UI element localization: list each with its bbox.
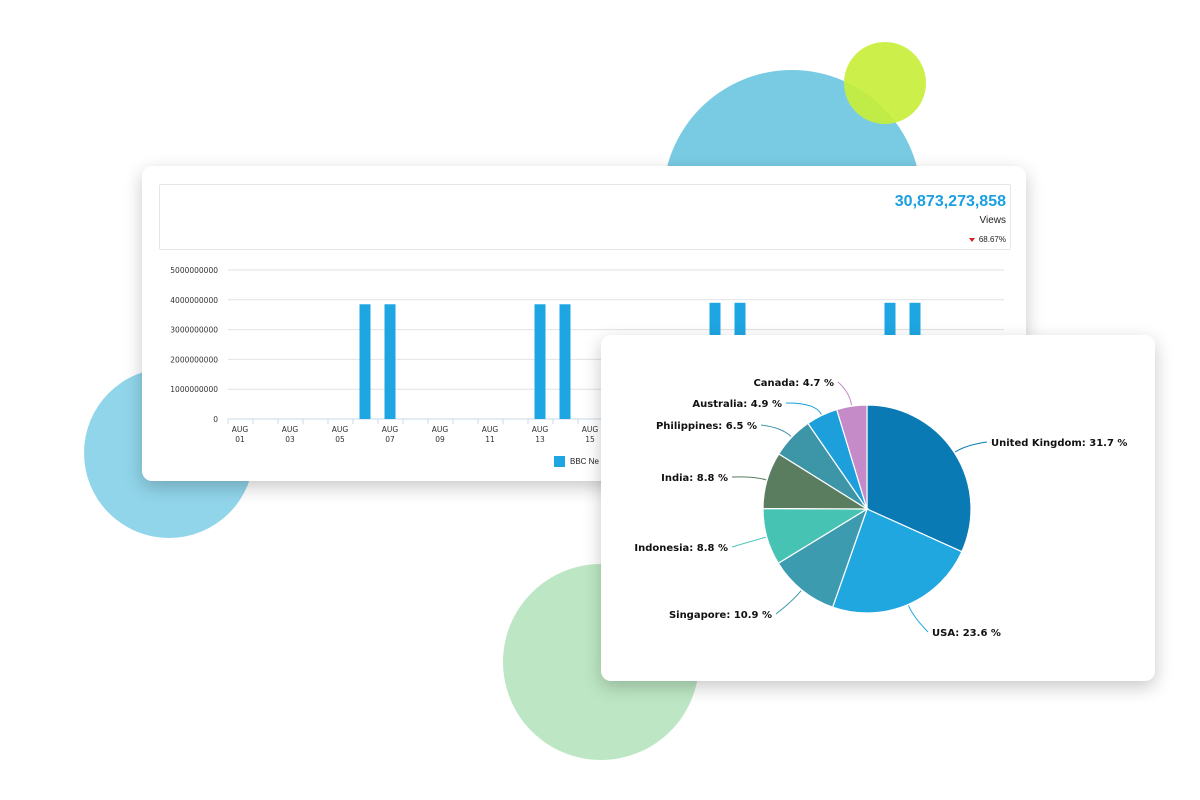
- views-total: 30,873,273,858: [894, 193, 1006, 210]
- views-change: 68.67%: [968, 235, 1006, 244]
- pie-label-united-kingdom: United Kingdom: 31.7 %: [991, 438, 1127, 449]
- x-tick-label: 09: [435, 435, 445, 444]
- y-tick-label: 4000000000: [170, 296, 218, 305]
- bar-aug-07[interactable]: [384, 304, 396, 419]
- pie-slice-usa[interactable]: [831, 508, 963, 614]
- pie-connector-indonesia: [731, 536, 766, 548]
- x-tick-label: AUG: [432, 425, 449, 434]
- bar-aug-13[interactable]: [534, 304, 546, 419]
- pie-label-philippines: Philippines: 6.5 %: [656, 421, 757, 432]
- country-pie-chart: United Kingdom: 31.7 % USA: 23.6 % Singapo…: [634, 378, 1127, 639]
- pie-slice-singapore[interactable]: [777, 507, 869, 608]
- x-tick-label: AUG: [332, 425, 349, 434]
- y-tick-label: 2000000000: [170, 355, 218, 364]
- pie-connector-australia: [785, 402, 822, 415]
- bar-aug-14[interactable]: [559, 304, 571, 419]
- decorative-circle-lime: [844, 42, 926, 124]
- x-tick-label: AUG: [582, 425, 599, 434]
- pie-label-canada: Canada: 4.7 %: [753, 378, 834, 389]
- x-tick-label: 07: [385, 435, 395, 444]
- bar-aug-06[interactable]: [359, 304, 371, 419]
- x-tick-label: 05: [335, 435, 345, 444]
- pie-connector-philippines: [760, 424, 792, 437]
- x-tick-label: AUG: [482, 425, 499, 434]
- x-tick-label: 03: [285, 435, 295, 444]
- pie-connector-united-kingdom: [954, 441, 988, 453]
- pie-label-indonesia: Indonesia: 8.8 %: [634, 543, 728, 554]
- views-change-value: 68.67%: [978, 235, 1006, 244]
- pie-slice-united-kingdom[interactable]: [866, 404, 972, 553]
- x-tick-label: AUG: [232, 425, 249, 434]
- y-tick-label: 3000000000: [170, 326, 218, 335]
- pie-label-australia: Australia: 4.9 %: [692, 399, 782, 410]
- y-tick-label: 5000000000: [170, 266, 218, 275]
- x-tick-label: AUG: [382, 425, 399, 434]
- x-tick-label: 01: [235, 435, 245, 444]
- x-tick-label: 11: [485, 435, 495, 444]
- pie-connector-singapore: [775, 590, 802, 615]
- kpi-summary: 30,873,273,858 Views 68.67%: [159, 184, 1011, 250]
- legend-label: BBC Ne: [570, 457, 599, 466]
- x-tick-label: AUG: [532, 425, 549, 434]
- caret-down-icon: [968, 237, 975, 242]
- pie-label-singapore: Singapore: 10.9 %: [669, 610, 772, 621]
- pie-connector-usa: [907, 605, 929, 633]
- pie-chart-card: United Kingdom: 31.7 % USA: 23.6 % Singapo…: [601, 335, 1155, 681]
- pie-connector-india: [731, 476, 767, 481]
- pie-connector-canada: [837, 381, 853, 406]
- pie-label-india: India: 8.8 %: [661, 473, 728, 484]
- y-tick-label: 1000000000: [170, 385, 218, 394]
- legend-swatch: [554, 456, 565, 467]
- chart-legend[interactable]: BBC Ne: [554, 456, 599, 467]
- pie-label-usa: USA: 23.6 %: [932, 628, 1001, 639]
- x-tick-label: AUG: [282, 425, 299, 434]
- pie-slice-canada[interactable]: [835, 404, 868, 510]
- x-tick-label: 13: [535, 435, 545, 444]
- views-label: Views: [979, 215, 1007, 226]
- x-tick-label: 15: [585, 435, 595, 444]
- y-tick-label: 0: [213, 415, 218, 424]
